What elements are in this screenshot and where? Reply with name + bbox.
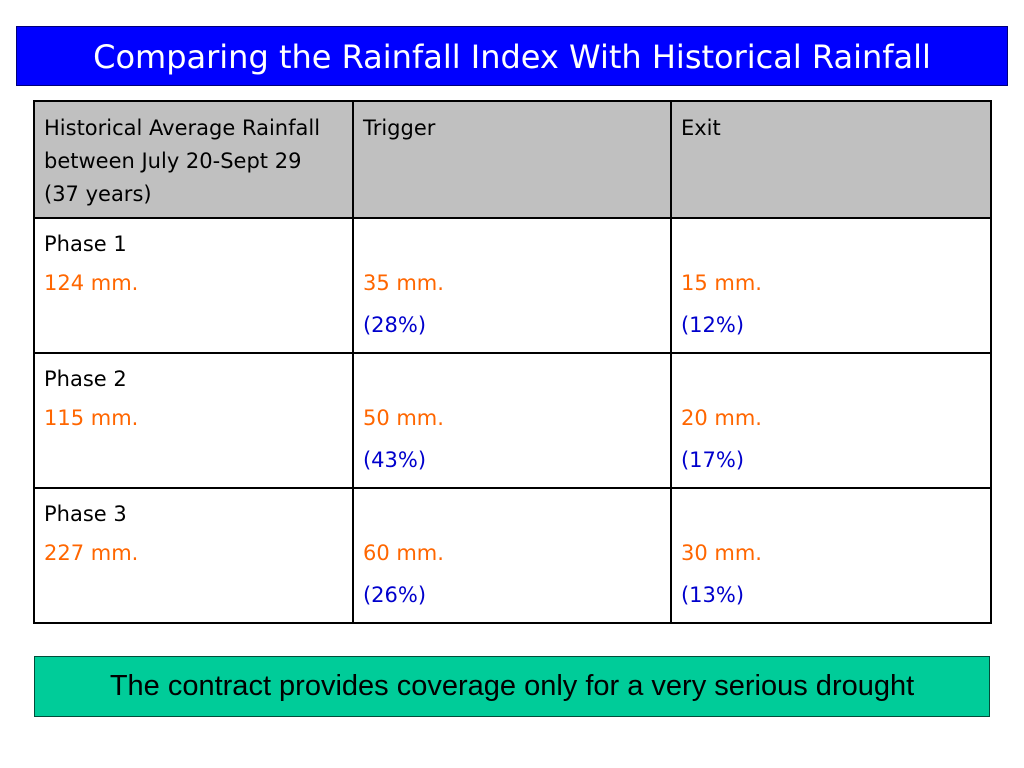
header-trigger-label: Trigger xyxy=(362,116,436,140)
cell-historical: Phase 1 124 mm. xyxy=(33,217,354,354)
cell-trigger: 35 mm. (28%) xyxy=(351,217,672,354)
cell-historical: Phase 2 115 mm. xyxy=(33,352,354,489)
table-row: Phase 2 115 mm. 50 mm. (43%) 20 mm. (17%… xyxy=(33,352,993,489)
spacer xyxy=(681,364,981,397)
trigger-pct: (43%) xyxy=(362,448,427,472)
exit-mm: 15 mm. xyxy=(680,271,762,295)
drought-note: The contract provides coverage only for … xyxy=(34,656,990,717)
header-historical-label: Historical Average Rainfall between July… xyxy=(44,116,321,206)
trigger-mm: 60 mm. xyxy=(362,541,444,565)
spacer xyxy=(681,499,981,532)
slide-title: Comparing the Rainfall Index With Histor… xyxy=(16,26,1008,86)
historical-value: 124 mm. xyxy=(44,271,139,295)
trigger-pct: (26%) xyxy=(362,583,427,607)
historical-value: 115 mm. xyxy=(44,406,139,430)
phase-label: Phase 1 xyxy=(44,232,127,256)
spacer xyxy=(363,364,661,397)
exit-mm: 20 mm. xyxy=(680,406,762,430)
exit-mm: 30 mm. xyxy=(680,541,762,565)
trigger-pct: (28%) xyxy=(362,313,427,337)
cell-exit: 20 mm. (17%) xyxy=(669,352,993,489)
phase-label: Phase 3 xyxy=(44,502,127,526)
trigger-mm: 50 mm. xyxy=(362,406,444,430)
exit-pct: (13%) xyxy=(680,583,745,607)
spacer xyxy=(363,229,661,262)
cell-trigger: 60 mm. (26%) xyxy=(351,487,672,624)
table-row: Phase 1 124 mm. 35 mm. (28%) 15 mm. (12%… xyxy=(33,217,993,354)
header-trigger: Trigger xyxy=(351,100,672,219)
table-header-row: Historical Average Rainfall between July… xyxy=(33,100,993,219)
header-exit-label: Exit xyxy=(680,116,721,140)
cell-exit: 30 mm. (13%) xyxy=(669,487,993,624)
cell-trigger: 50 mm. (43%) xyxy=(351,352,672,489)
historical-value: 227 mm. xyxy=(44,541,139,565)
spacer xyxy=(681,229,981,262)
exit-pct: (17%) xyxy=(680,448,745,472)
table-row: Phase 3 227 mm. 60 mm. (26%) 30 mm. (13%… xyxy=(33,487,993,624)
trigger-mm: 35 mm. xyxy=(362,271,444,295)
cell-historical: Phase 3 227 mm. xyxy=(33,487,354,624)
rainfall-table: Historical Average Rainfall between July… xyxy=(33,100,993,624)
spacer xyxy=(363,499,661,532)
header-historical: Historical Average Rainfall between July… xyxy=(33,100,354,219)
phase-label: Phase 2 xyxy=(44,367,127,391)
header-exit: Exit xyxy=(669,100,993,219)
cell-exit: 15 mm. (12%) xyxy=(669,217,993,354)
exit-pct: (12%) xyxy=(680,313,745,337)
